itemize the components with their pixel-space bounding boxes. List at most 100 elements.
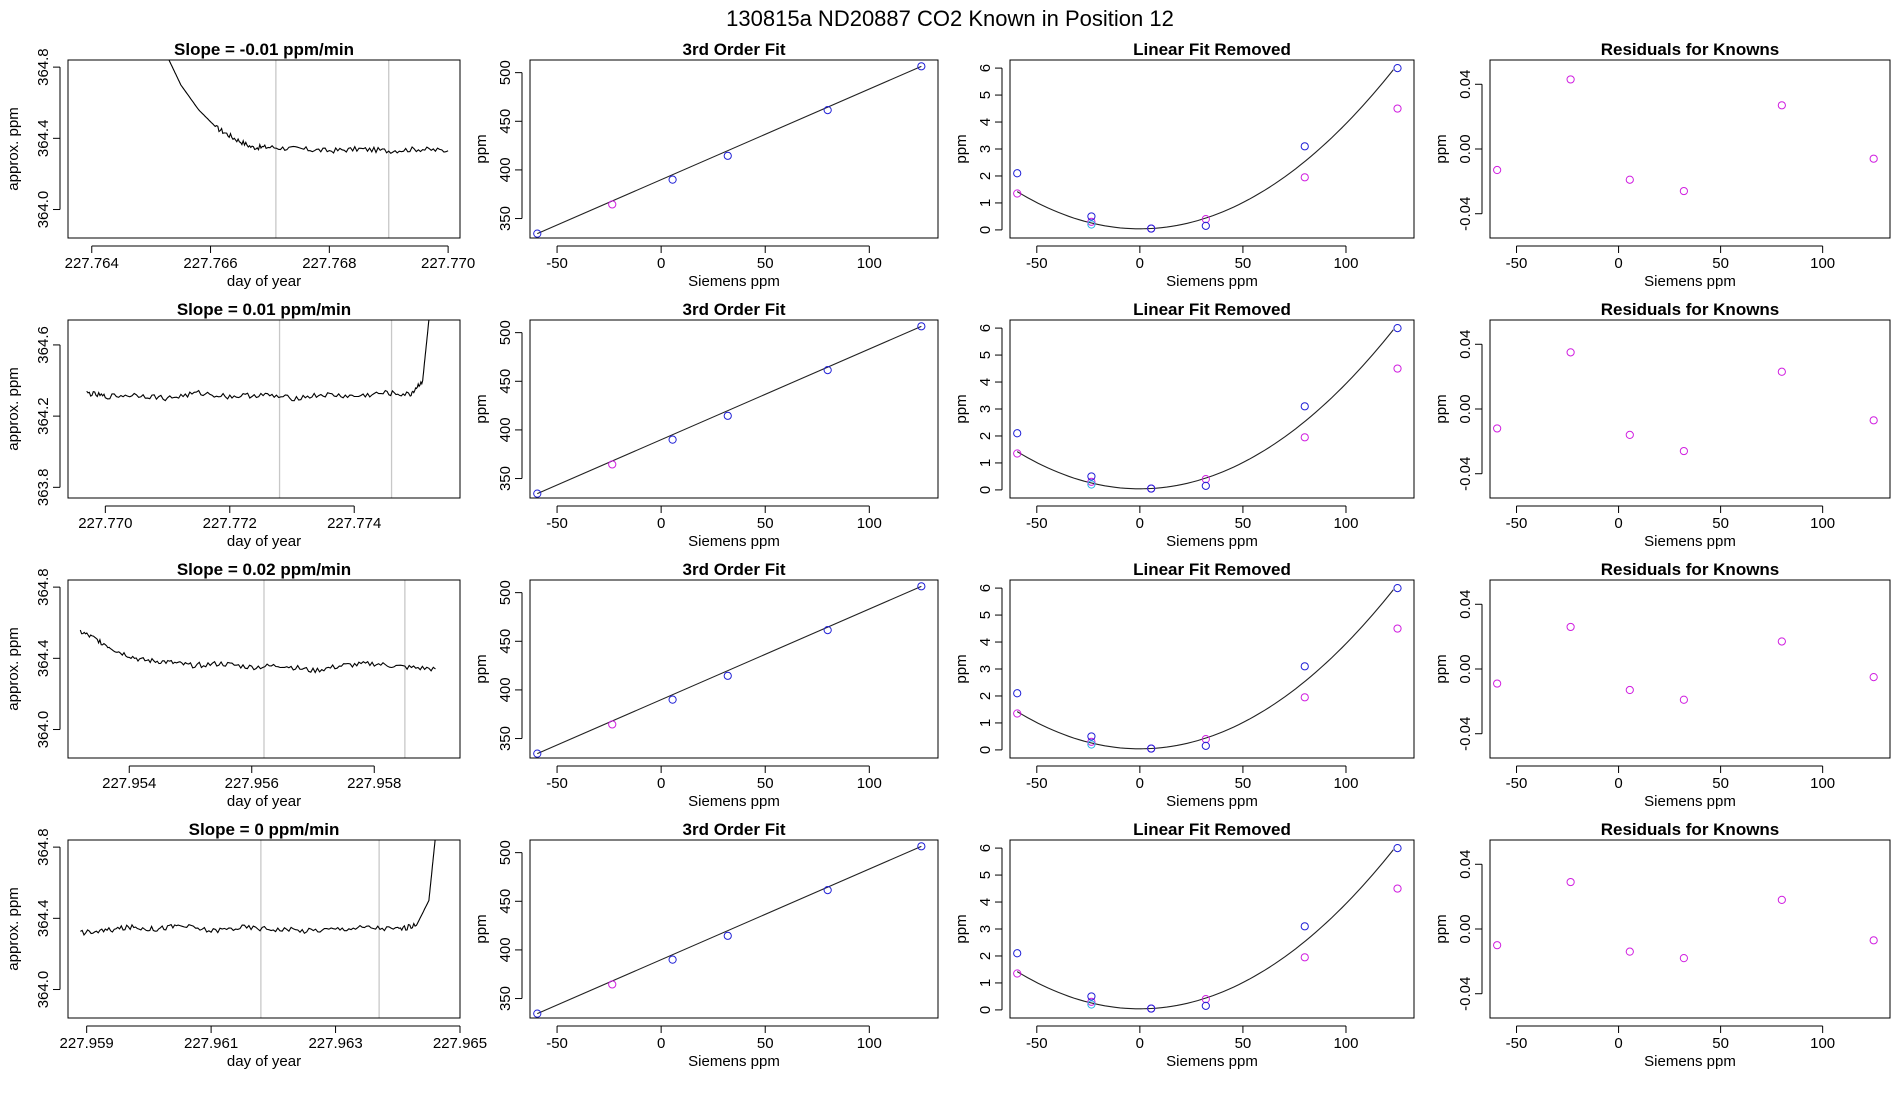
cyan-point [1087,740,1096,749]
y-tick-label: 363.8 [35,469,52,507]
quadratic-curve [1016,849,1394,1010]
plot-area [1013,63,1402,233]
y-tick-label: 0.04 [1457,70,1474,99]
residual-point [1869,154,1878,163]
blue-point [1013,429,1022,438]
data-point [668,955,677,964]
x-tick-label: 227.766 [183,255,237,272]
residual-point [1777,367,1786,376]
y-tick-label: 3 [977,925,994,933]
y-tick-label: -0.04 [1457,717,1474,751]
y-tick-label: 364.4 [35,640,52,678]
x-tick-label: -50 [1026,775,1048,792]
plot-area [1013,843,1402,1013]
x-tick-label: 50 [757,1035,774,1052]
x-tick-label: 227.959 [60,1035,114,1052]
plot-area [1013,583,1402,753]
blue-point [1201,221,1210,230]
x-tick-label: 100 [1333,1035,1358,1052]
residual-point [1869,416,1878,425]
y-tick-label: 6 [977,324,994,332]
y-tick-label: 500 [497,320,514,345]
plot-frame [1489,839,1891,1019]
plot-area [533,842,926,1018]
magenta-point [1393,104,1402,113]
y-tick-label: 6 [977,584,994,592]
y-tick-label: 350 [497,726,514,751]
panel-r1c3: Linear Fit Removed -50 0 50 100 Siemens ppm 0 1… [953,40,1415,290]
panel-title: 3rd Order Fit [683,300,786,319]
x-tick-label: 227.965 [433,1035,487,1052]
x-tick-label: 227.774 [327,515,381,532]
y-tick-label: 0 [977,746,994,754]
blue-point [1300,662,1309,671]
x-axis-label: Siemens ppm [1166,533,1258,550]
x-tick-label: 50 [1712,515,1729,532]
data-point [533,749,542,758]
data-point [723,151,732,160]
y-axis-label: approx. ppm [5,367,22,450]
plot-area [533,62,926,238]
y-axis-label: ppm [1433,134,1450,163]
x-tick-label: 100 [1333,515,1358,532]
data-point [723,411,732,420]
residual-point [1869,672,1878,682]
plot-area [79,580,436,758]
blue-point [1147,224,1156,233]
plot-frame [1009,59,1415,239]
blue-point [1300,142,1309,151]
data-point [668,695,677,704]
x-tick-label: 100 [857,775,882,792]
residual-point [1869,936,1878,945]
plot-area [168,60,449,238]
y-tick-label: 2 [977,952,994,960]
cyan-point [1087,1000,1096,1009]
y-tick-label: 0.04 [1457,850,1474,879]
x-axis-label: day of year [227,1053,301,1070]
cyan-point [1087,480,1096,489]
magenta-point [1393,364,1402,373]
y-tick-label: 1 [977,979,994,987]
y-tick-label: 3 [977,665,994,673]
y-tick-label: 364.6 [35,326,52,364]
y-tick-label: 4 [977,118,994,126]
data-point [723,931,732,940]
blue-point [1087,732,1096,741]
magenta-point [1013,189,1022,198]
y-axis-label: ppm [1433,394,1450,423]
plot-area [533,582,926,758]
blue-point [1393,323,1402,333]
magenta-point [1300,693,1309,702]
x-tick-label: 100 [1810,1035,1835,1052]
panel-title: 3rd Order Fit [683,820,786,839]
panel-r3c1: Slope = 0.02 ppm/min 227.954 227.956 227.95… [5,560,461,810]
plot-frame [1489,319,1891,499]
x-tick-label: -50 [1506,255,1528,272]
y-axis-label: approx. ppm [5,887,22,970]
panel-r2c3: Linear Fit Removed -50 0 50 100 Siemens ppm 0 1… [953,300,1415,550]
x-tick-label: -50 [1026,255,1048,272]
y-tick-label: 1 [977,199,994,207]
y-tick-label: 400 [497,157,514,182]
panel-r2c4: Residuals for Knowns -50 0 50 100 Siemens ppm… [1433,300,1891,550]
y-tick-label: 0 [977,226,994,234]
y-tick-label: 350 [497,986,514,1011]
y-tick-label: 364.8 [35,48,52,86]
y-tick-label: 364.0 [35,971,52,1009]
y-tick-label: 6 [977,844,994,852]
panel-r3c2: 3rd Order Fit -50 0 50 100 Siemens ppm 350 400 4… [473,560,939,810]
x-tick-label: 0 [1614,515,1622,532]
x-tick-label: 100 [857,515,882,532]
panel-r2c1: Slope = 0.01 ppm/min 227.770 227.772 227.77… [5,300,461,550]
y-tick-label: 3 [977,145,994,153]
y-tick-label: 364.0 [35,191,52,229]
x-tick-label: -50 [546,775,568,792]
residual-point [1493,941,1502,950]
plot-frame [67,579,461,759]
y-axis-label: ppm [953,394,970,423]
y-tick-label: -0.04 [1457,457,1474,491]
x-axis-label: Siemens ppm [1644,1053,1736,1070]
data-point [723,671,732,680]
y-tick-label: 364.8 [35,828,52,866]
magenta-point [1087,737,1096,746]
